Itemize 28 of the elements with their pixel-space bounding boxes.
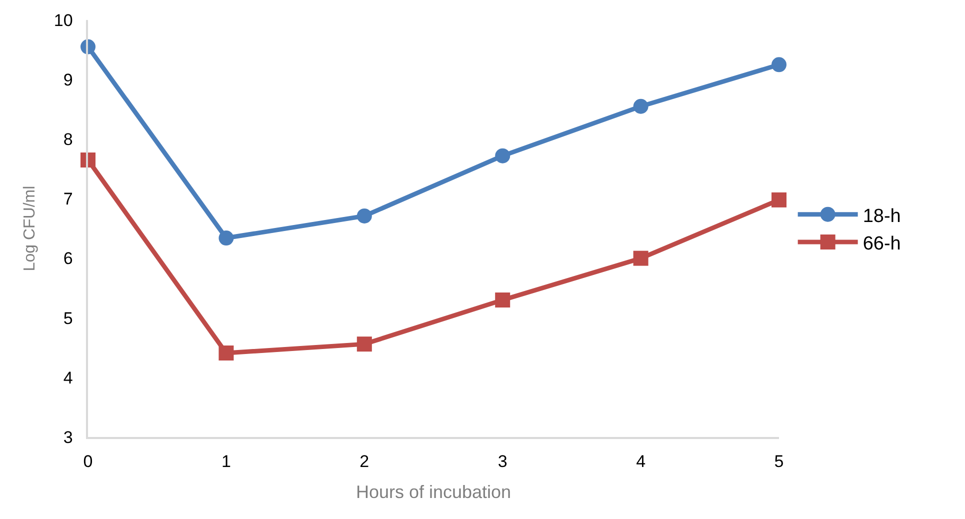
point	[356, 208, 372, 224]
point	[633, 98, 648, 114]
legend-label: 66-h	[862, 233, 901, 254]
y-tick-label: 7	[63, 190, 73, 209]
point	[356, 336, 372, 352]
x-tick-label: 4	[636, 452, 646, 472]
point	[495, 148, 510, 164]
point	[218, 230, 234, 246]
y-tick-label: 3	[63, 428, 73, 447]
legend-label: 18-h	[862, 206, 901, 227]
y-tick-label: 8	[63, 130, 73, 150]
x-tick-label: 3	[498, 452, 508, 472]
y-axis-title: Log CFU/ml	[21, 186, 38, 272]
y-tick-label: 5	[63, 308, 73, 328]
point	[218, 346, 234, 360]
y-tick-label: 6	[63, 249, 73, 268]
x-tick-label: 1	[221, 452, 231, 472]
x-tick-label: 5	[774, 452, 784, 472]
y-tick-label: 10	[54, 10, 73, 30]
point	[495, 292, 510, 308]
x-tick-label: 2	[360, 452, 370, 472]
point	[633, 250, 648, 266]
x-tick-label: 0	[83, 452, 93, 472]
point	[772, 192, 786, 208]
point	[772, 57, 786, 72]
y-tick-label: 4	[63, 368, 73, 388]
y-tick-label: 9	[63, 70, 73, 90]
x-axis-title: Hours of incubation	[356, 482, 512, 502]
